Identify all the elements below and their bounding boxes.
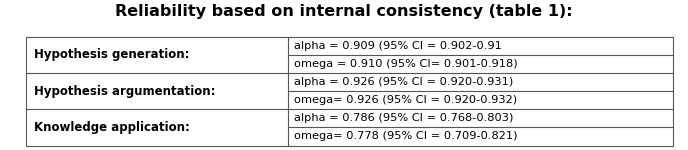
Text: alpha = 0.786 (95% CI = 0.768-0.803): alpha = 0.786 (95% CI = 0.768-0.803) [294,113,513,123]
Text: Hypothesis generation:: Hypothesis generation: [34,48,190,61]
Text: omega= 0.926 (95% CI = 0.920-0.932): omega= 0.926 (95% CI = 0.920-0.932) [294,95,517,105]
Text: omega= 0.778 (95% CI = 0.709-0.821): omega= 0.778 (95% CI = 0.709-0.821) [294,131,517,141]
Bar [26,37,673,146]
Text: alpha = 0.909 (95% CI = 0.902-0.91: alpha = 0.909 (95% CI = 0.902-0.91 [294,41,502,51]
Text: Knowledge application:: Knowledge application: [34,121,191,134]
Text: Reliability based on internal consistency (table 1):: Reliability based on internal consistenc… [115,4,573,19]
Text: Hypothesis argumentation:: Hypothesis argumentation: [34,85,216,98]
Text: alpha = 0.926 (95% CI = 0.920-0.931): alpha = 0.926 (95% CI = 0.920-0.931) [294,77,513,87]
Text: omega = 0.910 (95% CI= 0.901-0.918): omega = 0.910 (95% CI= 0.901-0.918) [294,59,517,69]
